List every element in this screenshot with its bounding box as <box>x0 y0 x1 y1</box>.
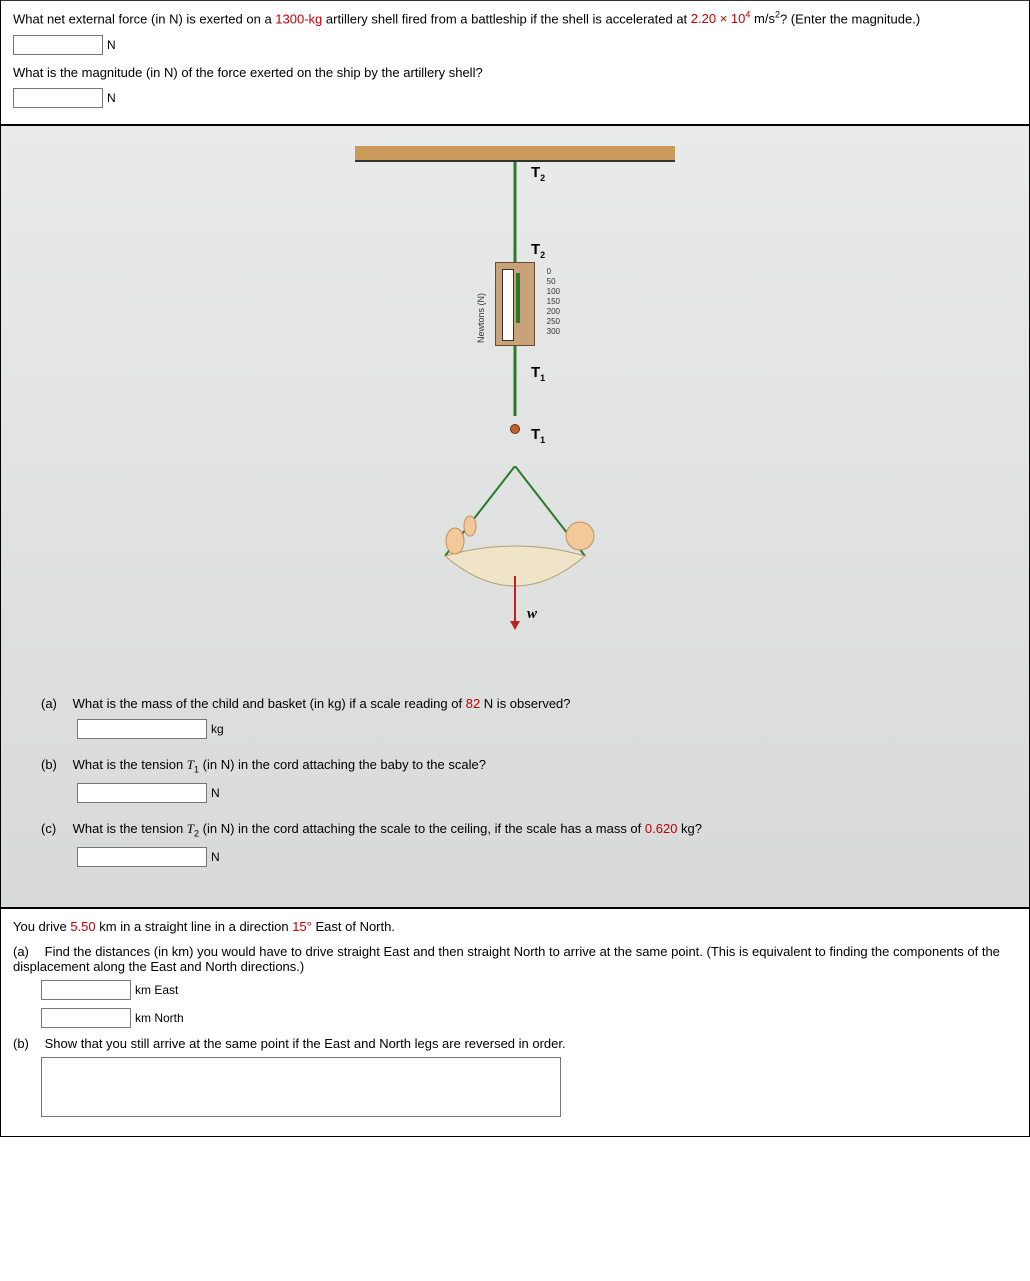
spring-scale: 0 50 100 150 200 250 300 Newtons (N) <box>495 262 535 346</box>
label-T2-lower: T2 <box>531 241 545 260</box>
weight-arrow <box>514 576 516 621</box>
q1-text-b: artillery shell fired from a battleship … <box>322 11 691 26</box>
part-c-unit: N <box>211 850 220 864</box>
q1-answer-1: N <box>13 35 1017 55</box>
q1-text-c: ? (Enter the magnitude.) <box>780 11 920 26</box>
weight-arrowhead <box>510 621 520 630</box>
q1-unit-1: N <box>107 38 116 52</box>
scale-face <box>502 269 514 341</box>
q3-north-unit: km North <box>135 1011 184 1025</box>
q3-b-textarea[interactable] <box>41 1057 561 1117</box>
q1-input-2[interactable] <box>13 88 103 108</box>
q3-b-text: Show that you still arrive at the same p… <box>45 1036 566 1051</box>
part-a: (a) What is the mass of the child and ba… <box>41 696 989 739</box>
lower-cord <box>514 346 517 416</box>
q1-accel: 2.20 × 104 <box>691 11 751 26</box>
q1-text: What net external force (in N) is exerte… <box>13 9 1017 29</box>
q1-input-1[interactable] <box>13 35 103 55</box>
label-T1-lower: T1 <box>531 426 545 445</box>
baby-scale-parts: (a) What is the mass of the child and ba… <box>1 666 1029 896</box>
q3-east-input[interactable] <box>41 980 131 1000</box>
q1-unit-2: N <box>107 91 116 105</box>
q3-part-b: (b) Show that you still arrive at the sa… <box>13 1036 1017 1120</box>
part-c-label: (c) <box>41 821 69 836</box>
part-a-label: (a) <box>41 696 69 711</box>
question-artillery: What net external force (in N) is exerte… <box>0 0 1030 125</box>
scale-ticks: 0 50 100 150 200 250 300 <box>547 267 560 337</box>
part-a-input[interactable] <box>77 719 207 739</box>
part-b-label: (b) <box>41 757 69 772</box>
label-T1-upper: T1 <box>531 364 545 383</box>
part-c-input[interactable] <box>77 847 207 867</box>
q3-intro: You drive 5.50 km in a straight line in … <box>13 917 1017 937</box>
q3-a-text: Find the distances (in km) you would hav… <box>13 944 1000 974</box>
q1-answer-2: N <box>13 88 1017 108</box>
q3-east-unit: km East <box>135 983 178 997</box>
part-a-text: What is the mass of the child and basket… <box>73 696 571 711</box>
question-baby-scale: T2 T2 0 50 100 150 200 250 300 Newtons (… <box>0 125 1030 907</box>
part-a-unit: kg <box>211 722 224 736</box>
q3-north-input[interactable] <box>41 1008 131 1028</box>
part-c-text: What is the tension T2 (in N) in the cor… <box>73 821 702 836</box>
q3-a-label: (a) <box>13 944 41 959</box>
part-b-input[interactable] <box>77 783 207 803</box>
upper-cord <box>514 162 517 262</box>
label-T2-upper: T2 <box>531 164 545 183</box>
part-b: (b) What is the tension T1 (in N) in the… <box>41 757 989 803</box>
scale-axis-label: Newtons (N) <box>476 293 486 343</box>
ceiling <box>355 146 675 162</box>
q1-mass: 1300-kg <box>275 11 322 26</box>
q1-text2: What is the magnitude (in N) of the forc… <box>13 63 1017 83</box>
figure-baby-scale: T2 T2 0 50 100 150 200 250 300 Newtons (… <box>415 146 615 666</box>
q3-part-a: (a) Find the distances (in km) you would… <box>13 944 1017 1028</box>
knot <box>510 424 520 434</box>
label-w: w <box>527 606 537 623</box>
part-b-text: What is the tension T1 (in N) in the cor… <box>73 757 486 772</box>
q1-text-a: What net external force (in N) is exerte… <box>13 11 275 26</box>
part-b-unit: N <box>211 786 220 800</box>
question-drive: You drive 5.50 km in a straight line in … <box>0 908 1030 1138</box>
part-c: (c) What is the tension T2 (in N) in the… <box>41 821 989 867</box>
q3-b-label: (b) <box>13 1036 41 1051</box>
scale-spring <box>516 273 520 323</box>
q1-unit-ms2: m/s2 <box>750 11 780 26</box>
